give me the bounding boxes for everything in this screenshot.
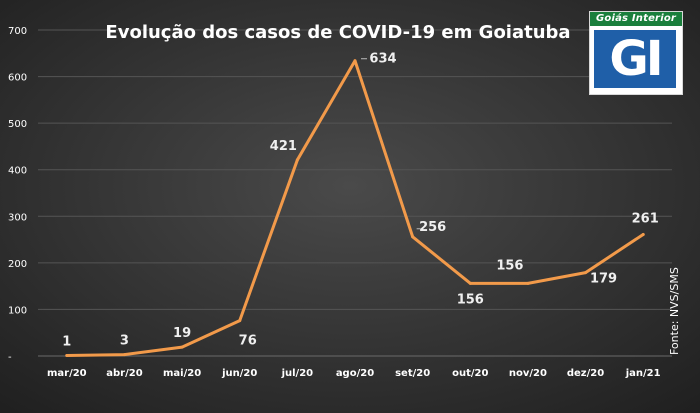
- data-point: [353, 59, 357, 63]
- y-tick-label: 300: [8, 212, 27, 223]
- goias-interior-logo: Goiás Interior GI: [589, 11, 683, 95]
- data-point: [65, 354, 69, 358]
- data-label: 1: [62, 335, 71, 350]
- data-label: 634: [369, 52, 396, 67]
- y-tick-label: 700: [8, 26, 27, 37]
- x-tick-label: set/20: [395, 368, 430, 379]
- y-tick-label: 600: [8, 73, 27, 84]
- x-tick-label: jun/20: [221, 368, 257, 379]
- data-point: [180, 345, 184, 349]
- data-label: 421: [270, 139, 297, 154]
- y-tick-label: -: [8, 352, 12, 363]
- x-tick-label: jul/20: [281, 368, 314, 379]
- data-point: [526, 281, 530, 285]
- data-point: [295, 158, 299, 162]
- data-label: 156: [496, 258, 523, 273]
- x-tick-label: dez/20: [567, 368, 604, 379]
- y-tick-label: 100: [8, 305, 27, 316]
- data-point: [584, 271, 588, 275]
- y-tick-label: 200: [8, 259, 27, 270]
- x-tick-label: mai/20: [163, 368, 201, 379]
- logo-banner: Goiás Interior: [590, 12, 682, 26]
- data-point: [122, 353, 126, 357]
- data-label: 256: [419, 220, 446, 235]
- data-point: [238, 319, 242, 323]
- source-note: Fonte: NVS/SMS: [668, 267, 681, 355]
- x-tick-label: abr/20: [106, 368, 142, 379]
- x-tick-label: out/20: [452, 368, 488, 379]
- data-label: 3: [120, 334, 129, 349]
- x-tick-label: jan/21: [625, 368, 661, 379]
- data-label: 76: [239, 334, 257, 349]
- data-label: 179: [590, 272, 617, 287]
- logo-box: GI: [594, 30, 676, 88]
- x-tick-label: nov/20: [509, 368, 547, 379]
- data-point: [468, 281, 472, 285]
- y-tick-label: 400: [8, 166, 27, 177]
- chart-title: Evolução dos casos de COVID-19 em Goiatu…: [105, 22, 570, 43]
- x-tick-label: ago/20: [336, 368, 374, 379]
- x-tick-label: mar/20: [47, 368, 87, 379]
- data-label: 261: [632, 211, 659, 226]
- logo-mark: GI: [609, 31, 663, 87]
- data-point: [411, 235, 415, 239]
- y-tick-label: 500: [8, 119, 27, 130]
- data-label: 156: [457, 292, 484, 307]
- data-point: [641, 232, 645, 236]
- data-label: 19: [173, 326, 191, 341]
